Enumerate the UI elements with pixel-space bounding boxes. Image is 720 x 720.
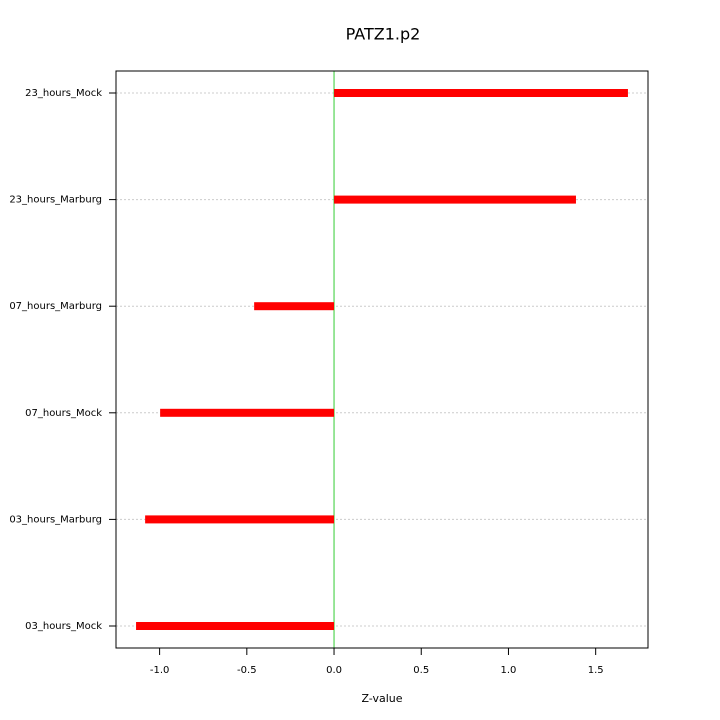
bar bbox=[145, 515, 335, 524]
x-tick-label: 1.5 bbox=[588, 665, 604, 676]
x-tick-label: -1.0 bbox=[150, 665, 170, 676]
y-tick-label: 07_hours_Mock bbox=[25, 408, 102, 419]
y-tick-label: 07_hours_Marburg bbox=[9, 301, 102, 312]
bar bbox=[160, 408, 335, 417]
chart-title: PATZ1.p2 bbox=[346, 25, 421, 44]
plot-frame bbox=[115, 70, 649, 649]
bar bbox=[334, 89, 628, 97]
x-tick-label: 0.5 bbox=[413, 665, 429, 676]
y-tick-label: 03_hours_Mock bbox=[25, 621, 102, 632]
y-tick-label: 23_hours_Marburg bbox=[9, 195, 102, 206]
bar bbox=[136, 622, 335, 630]
bar bbox=[254, 302, 335, 311]
x-tick-label: 0.0 bbox=[326, 665, 342, 676]
y-tick-label: 03_hours_Marburg bbox=[9, 514, 102, 525]
x-tick-label: 1.0 bbox=[501, 665, 517, 676]
x-tick-label: -0.5 bbox=[237, 665, 257, 676]
y-tick-label: 23_hours_Mock bbox=[25, 88, 102, 99]
x-axis-label: Z-value bbox=[361, 692, 402, 705]
bar bbox=[334, 195, 576, 204]
